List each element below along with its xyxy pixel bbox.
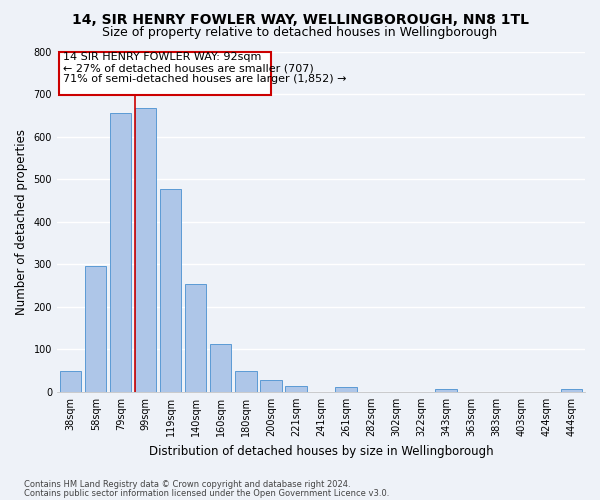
Text: 14 SIR HENRY FOWLER WAY: 92sqm: 14 SIR HENRY FOWLER WAY: 92sqm	[63, 52, 262, 62]
FancyBboxPatch shape	[59, 52, 271, 95]
Bar	[185, 284, 206, 392]
Text: 71% of semi-detached houses are larger (1,852) →: 71% of semi-detached houses are larger (…	[63, 74, 347, 85]
Bar	[85, 266, 106, 392]
Bar	[210, 344, 232, 392]
Text: Contains public sector information licensed under the Open Government Licence v3: Contains public sector information licen…	[24, 488, 389, 498]
Bar	[135, 108, 157, 392]
X-axis label: Distribution of detached houses by size in Wellingborough: Distribution of detached houses by size …	[149, 444, 493, 458]
Bar	[436, 388, 457, 392]
Y-axis label: Number of detached properties: Number of detached properties	[15, 128, 28, 314]
Bar	[335, 387, 356, 392]
Text: ← 27% of detached houses are smaller (707): ← 27% of detached houses are smaller (70…	[63, 64, 314, 74]
Bar	[560, 389, 582, 392]
Text: Size of property relative to detached houses in Wellingborough: Size of property relative to detached ho…	[103, 26, 497, 39]
Bar	[160, 188, 181, 392]
Bar	[260, 380, 281, 392]
Bar	[235, 370, 257, 392]
Bar	[110, 113, 131, 392]
Bar	[60, 370, 82, 392]
Text: 14, SIR HENRY FOWLER WAY, WELLINGBOROUGH, NN8 1TL: 14, SIR HENRY FOWLER WAY, WELLINGBOROUGH…	[71, 12, 529, 26]
Text: Contains HM Land Registry data © Crown copyright and database right 2024.: Contains HM Land Registry data © Crown c…	[24, 480, 350, 489]
Bar	[285, 386, 307, 392]
